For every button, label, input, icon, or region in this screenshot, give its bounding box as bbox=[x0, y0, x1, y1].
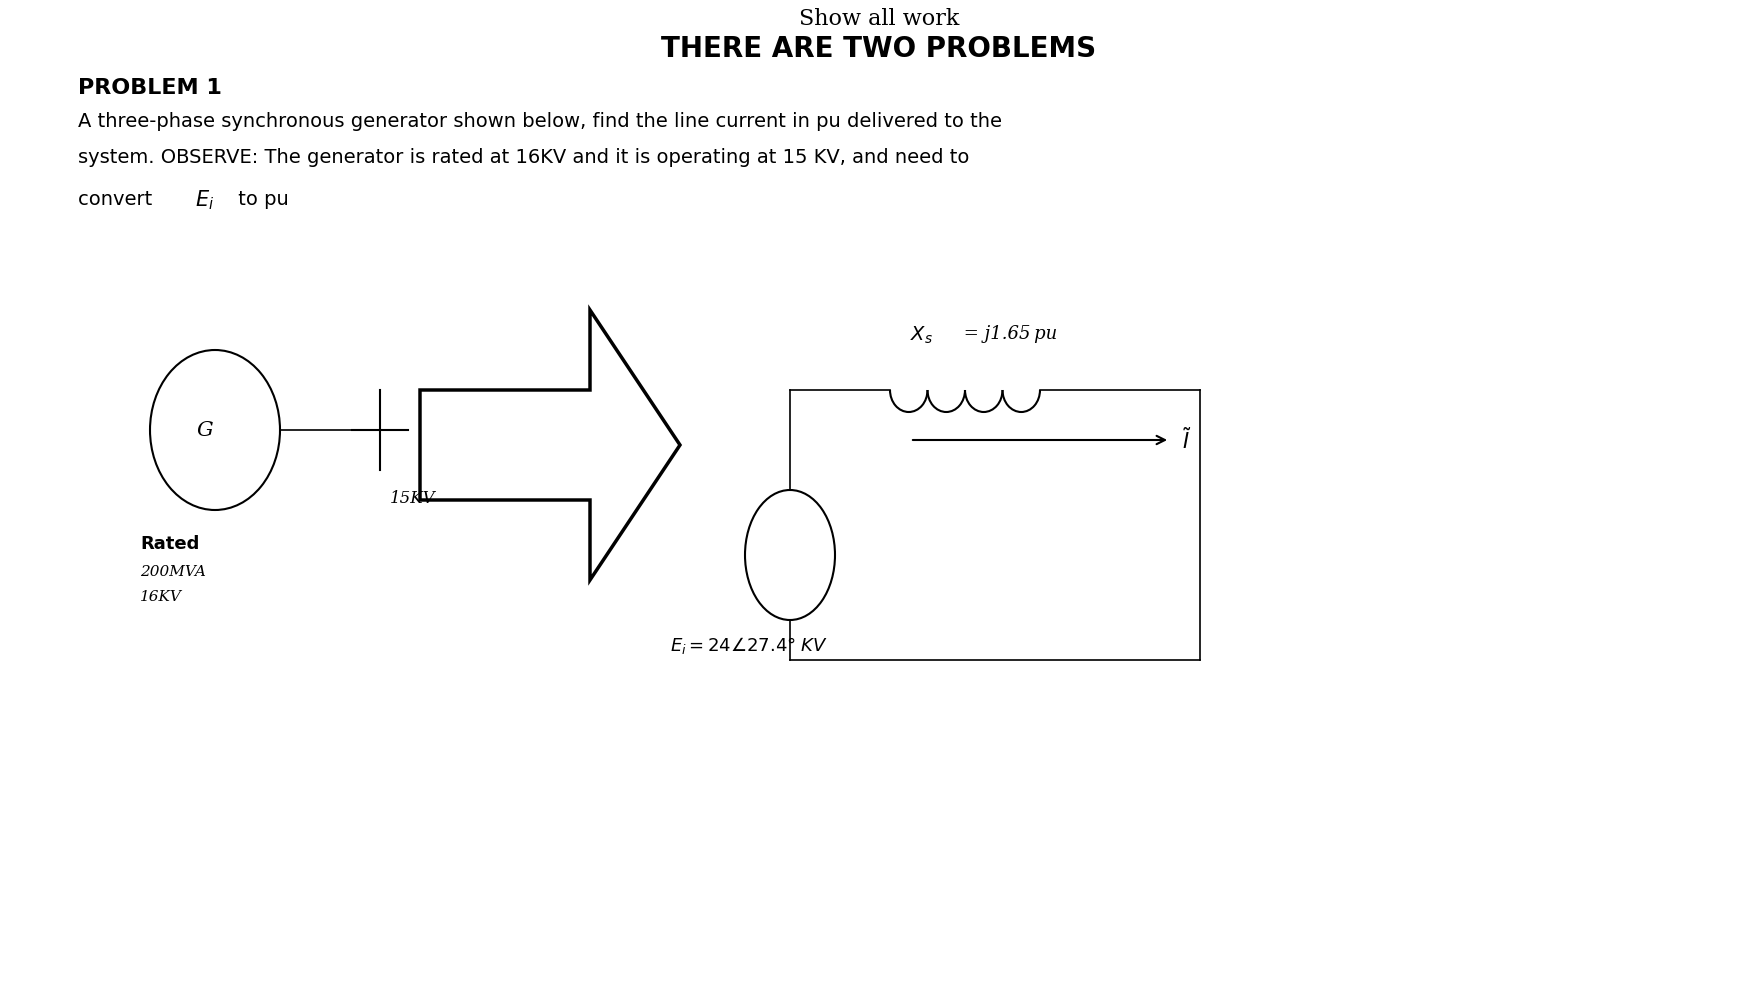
Text: = j1.65 pu: = j1.65 pu bbox=[959, 325, 1057, 343]
Text: PROBLEM 1: PROBLEM 1 bbox=[77, 78, 222, 98]
Text: 200MVA: 200MVA bbox=[141, 565, 206, 579]
Polygon shape bbox=[420, 310, 681, 580]
Text: $E_i = 24\angle27.4°\;KV$: $E_i = 24\angle27.4°\;KV$ bbox=[670, 635, 828, 656]
Text: 16KV: 16KV bbox=[141, 590, 181, 604]
Text: 15KV: 15KV bbox=[390, 490, 436, 507]
Text: Show all work: Show all work bbox=[799, 8, 959, 30]
Text: to pu: to pu bbox=[232, 190, 288, 209]
Text: THERE ARE TWO PROBLEMS: THERE ARE TWO PROBLEMS bbox=[661, 35, 1096, 63]
Text: $\tilde{I}$: $\tilde{I}$ bbox=[1182, 427, 1191, 453]
Text: $X_s$: $X_s$ bbox=[909, 325, 932, 346]
Text: G: G bbox=[197, 420, 213, 440]
Text: A three-phase synchronous generator shown below, find the line current in pu del: A three-phase synchronous generator show… bbox=[77, 112, 1003, 131]
Text: convert: convert bbox=[77, 190, 158, 209]
Text: $E_i$: $E_i$ bbox=[195, 188, 215, 212]
Text: Rated: Rated bbox=[141, 535, 199, 553]
Text: system. OBSERVE: The generator is rated at 16KV and it is operating at 15 KV, an: system. OBSERVE: The generator is rated … bbox=[77, 148, 969, 167]
